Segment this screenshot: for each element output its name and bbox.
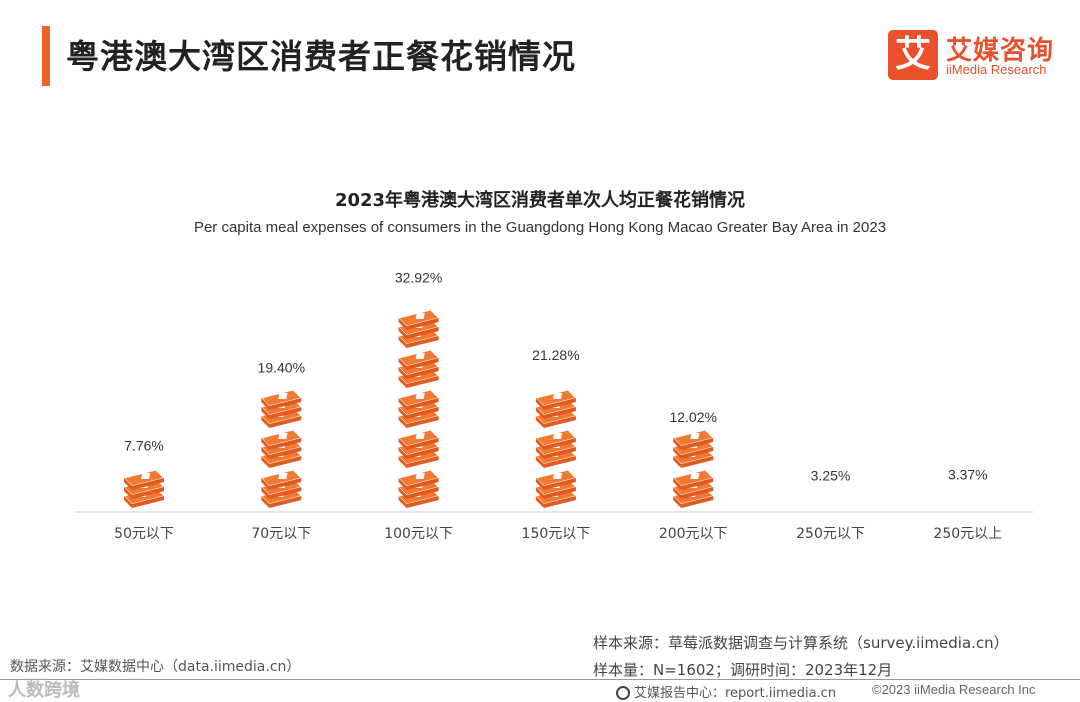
bill-stack-icon [260,429,302,469]
bill-stack-icon [398,389,440,429]
bill-stack-icon [398,469,440,509]
watermark: 人数跨境 [8,680,80,701]
bill-stack-icon [672,469,714,509]
bill-stack-icon [123,469,165,509]
sample-size: 样本量：N=1602；调研时间：2023年12月 [593,661,893,679]
bill-stack-icon [398,309,440,349]
value-label: 3.37% [948,467,988,483]
pictogram-bar [535,370,577,509]
globe-icon [616,686,630,700]
chart-title: 2023年粤港澳大湾区消费者单次人均正餐花销情况 [334,190,746,211]
bill-stack-icon [535,389,577,429]
bill-stack-icon [398,429,440,469]
chart-subtitle: Per capita meal expenses of consumers in… [193,219,887,236]
sample-source: 样本来源：草莓派数据调查与计算系统（survey.iimedia.cn） [593,634,1009,652]
bill-stack-icon [672,429,714,469]
value-label: 3.25% [811,467,851,483]
page-title: 粤港澳大湾区消费者正餐花销情况 [66,37,576,76]
report-center: 艾媒报告中心：report.iimedia.cn [616,682,836,701]
footer-divider [0,679,1080,680]
logo-english-name: iiMedia Research [946,62,1047,77]
bill-stack-icon [398,349,440,389]
iimedia-logo: 艾 艾媒咨询 iiMedia Research [888,30,1068,82]
bill-stack-icon [535,429,577,469]
value-label: 21.28% [532,347,579,363]
copyright: ©2023 iiMedia Research Inc [872,682,1036,697]
value-label: 19.40% [258,360,305,376]
category-label: 50元以下 [114,526,174,542]
value-label: 7.76% [124,437,164,453]
value-label: 12.02% [669,409,716,425]
category-label: 150元以下 [522,526,591,542]
category-label: 250元以下 [796,526,865,542]
pictogram-bar [398,292,440,509]
logo-mark: 艾 [888,30,938,80]
title-accent-bar [42,26,50,86]
bill-stack-icon [260,389,302,429]
report-center-text: 艾媒报告中心：report.iimedia.cn [634,686,837,701]
pictogram-bar [672,429,714,509]
logo-chinese-name: 艾媒咨询 [946,36,1055,66]
category-label: 200元以下 [659,526,728,542]
bill-stack-icon [260,469,302,509]
bill-stack-icon [535,469,577,509]
category-label: 100元以下 [384,526,453,542]
data-source: 数据来源：艾媒数据中心（data.iimedia.cn） [10,659,301,675]
category-label: 250元以上 [933,526,1002,542]
value-label: 32.92% [395,270,442,286]
category-label: 70元以下 [251,526,311,542]
